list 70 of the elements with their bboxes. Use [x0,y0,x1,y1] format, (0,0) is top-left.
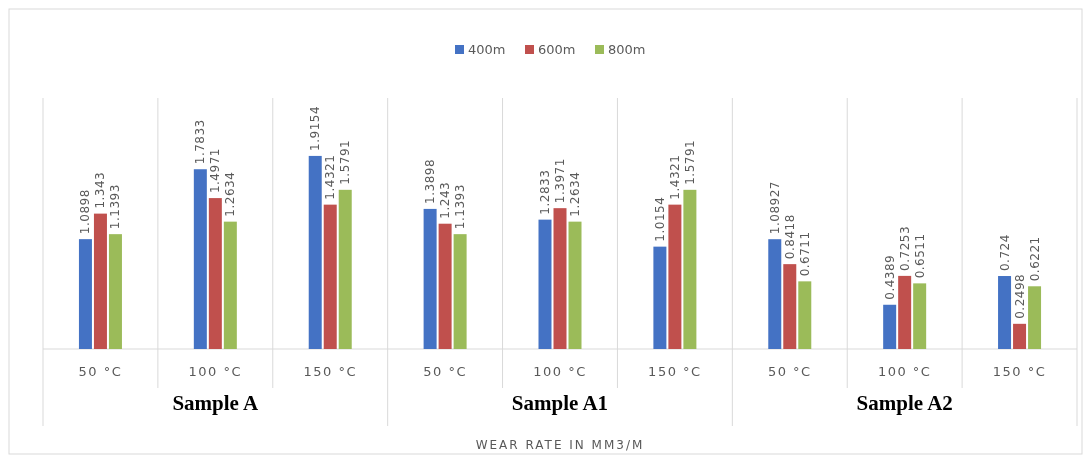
data-label: 1.5791 [338,139,353,185]
bar [208,198,222,349]
bar [553,208,567,349]
bar [898,275,912,349]
x-tick-label: 100 °C [188,364,243,379]
x-tick-label: 100 °C [877,364,932,379]
bar [538,219,552,349]
data-label: 0.724 [997,234,1012,272]
bar [768,239,782,349]
data-label: 0.6711 [797,231,812,277]
bar [193,169,207,349]
data-label: 1.1393 [453,184,468,230]
data-label: 0.6511 [912,233,927,279]
data-label: 1.343 [93,171,108,209]
data-label: 1.2634 [223,171,238,217]
bar [308,155,322,349]
bar [653,246,667,349]
data-label: 1.2833 [538,169,552,215]
bar [223,221,237,349]
legend-label: 400m [468,42,506,57]
data-label: 1.0898 [78,189,93,235]
bar [78,239,92,349]
data-label: 0.6221 [1027,236,1042,282]
data-label: 1.08927 [767,181,782,235]
legend-label: 600m [538,42,576,57]
bar [423,208,437,349]
x-tick-label: 50 °C [78,364,123,379]
text: Sample A [172,391,260,415]
data-label: 1.5791 [682,139,697,185]
data-label: 1.3898 [423,158,438,204]
data-label: 1.3971 [553,158,567,204]
x-axis-title: WEAR RATE IN MM3/M [475,438,645,452]
data-label: 1.4321 [667,154,682,200]
data-label: 0.8418 [782,214,797,260]
data-label: 1.2634 [568,171,582,217]
bar [453,234,467,349]
data-label: 0.7253 [897,225,912,271]
text: Sample A2 [856,391,953,415]
x-tick-label: 50 °C [423,364,467,379]
x-tick-label: 150 °C [648,364,702,379]
text: Sample A1 [511,391,609,415]
bar [568,221,582,349]
data-label: 0.4389 [882,254,897,300]
x-tick-label: 50 °C [767,364,812,379]
data-label: 1.7833 [193,119,208,165]
data-label: 1.4971 [208,148,223,194]
legend-label: 800m [608,42,646,57]
bar [668,204,682,349]
bar [1013,323,1027,349]
x-tick-label: 150 °C [303,364,357,379]
x-tick-label: 100 °C [533,364,587,379]
bar [783,264,797,349]
data-label: 1.4321 [323,154,338,200]
bar [108,234,122,349]
bar [338,189,352,349]
data-label: 1.243 [438,181,453,219]
x-tick-label: 150 °C [992,364,1047,379]
data-label: 1.1393 [108,184,123,230]
bar [1028,286,1042,349]
bar [883,304,897,349]
bar [683,189,697,349]
bar [93,213,107,349]
data-label: 1.0154 [652,196,667,242]
bar [913,283,927,349]
bar [438,223,452,349]
bar [323,204,337,349]
data-label: 0.2498 [1012,273,1027,319]
data-label: 1.9154 [308,105,323,151]
bar [798,281,812,349]
bar [998,276,1012,349]
